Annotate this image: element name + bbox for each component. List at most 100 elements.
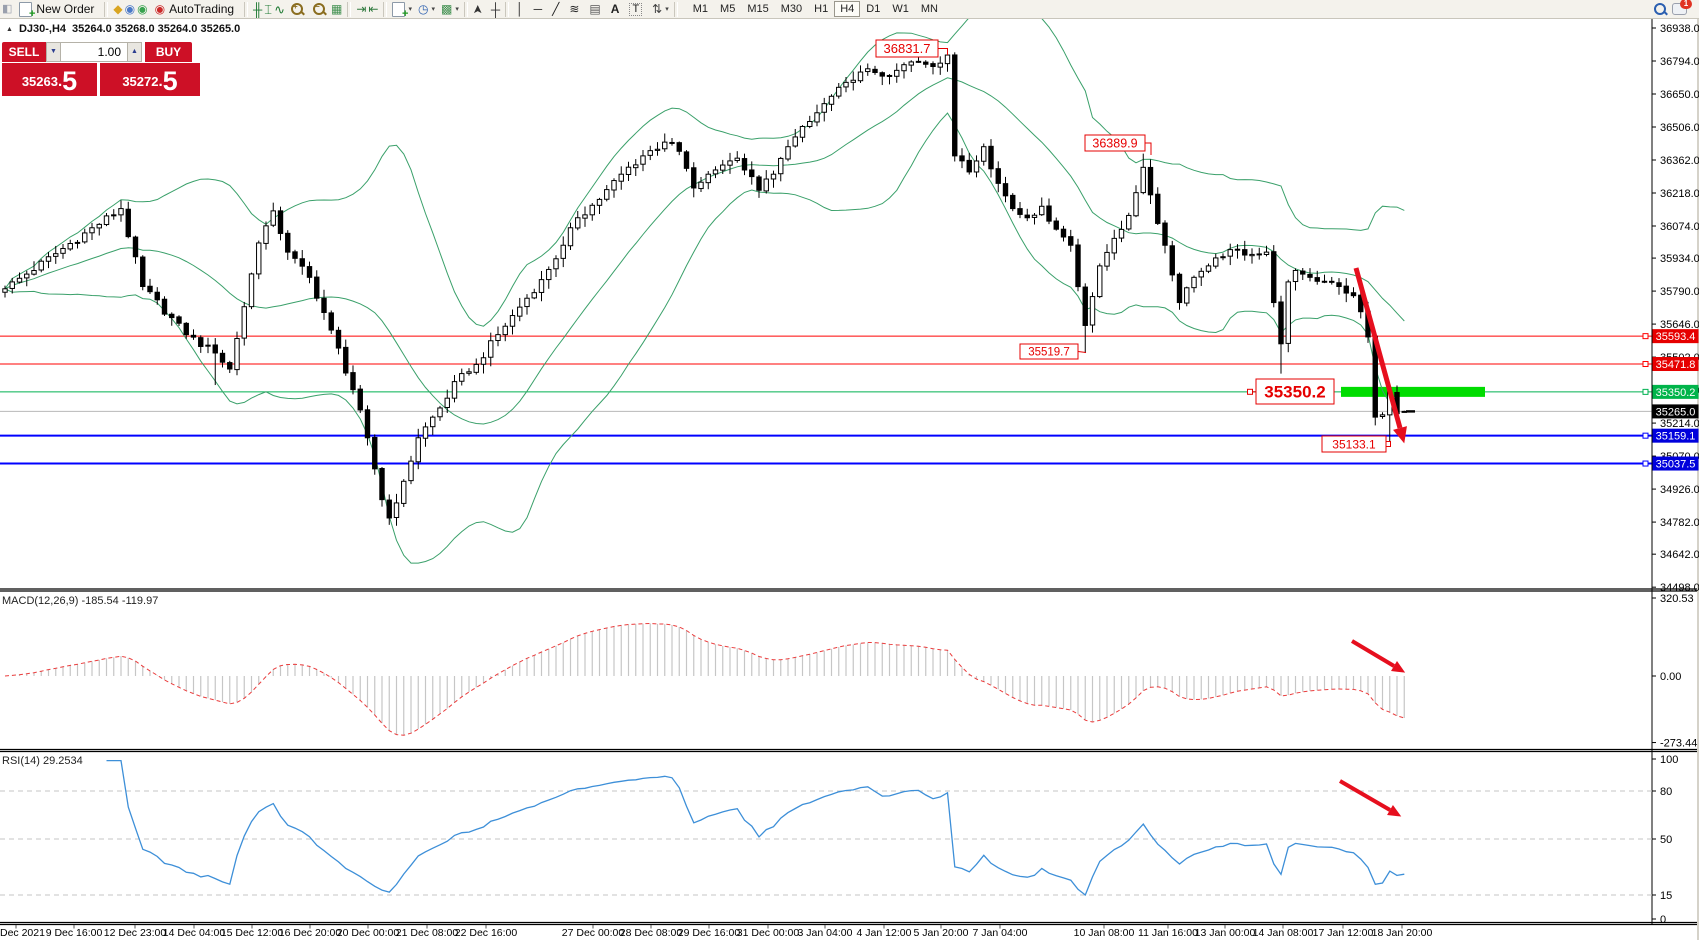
indicators-icon[interactable]: + [392, 1, 408, 20]
line-anchor-square[interactable] [1642, 388, 1649, 395]
svg-text:Dec 2021: Dec 2021 [0, 927, 45, 939]
svg-text:27 Dec 00:00: 27 Dec 00:00 [562, 927, 625, 939]
svg-text:35350.2: 35350.2 [1264, 383, 1325, 402]
price-label-box[interactable] [1084, 134, 1146, 152]
autotrading-button[interactable]: ◉ AutoTrading [150, 1, 239, 18]
sell-price-frac: 5 [62, 66, 78, 96]
svg-text:36794.0: 36794.0 [1660, 56, 1699, 68]
new-order-button[interactable]: + New Order [14, 1, 99, 20]
arrows-icon[interactable]: ⇅ [652, 1, 663, 16]
price-axis[interactable]: 36938.0 36794.0 36650.0 36506.0 36362.0 36218… [1652, 23, 1699, 594]
autotrading-label: AutoTrading [169, 2, 235, 16]
line-anchor-square[interactable] [1642, 460, 1649, 467]
timeframe-button-M5[interactable]: M5 [714, 1, 741, 17]
text-icon[interactable]: A [610, 1, 620, 16]
svg-text:35471.8: 35471.8 [1656, 359, 1696, 371]
svg-text:100: 100 [1660, 754, 1678, 766]
timeframe-button-M30[interactable]: M30 [775, 1, 808, 17]
volume-increase-button[interactable]: ▲ [127, 42, 142, 62]
line-chart-icon[interactable]: ∿ [274, 1, 285, 17]
axis-badge-35350.2 [1652, 384, 1699, 399]
buy-price[interactable]: 35272. 5 [100, 63, 200, 96]
toolbar-separator [505, 1, 510, 17]
timeframe-button-M1[interactable]: M1 [687, 1, 714, 17]
timeframe-button-W1[interactable]: W1 [886, 1, 915, 17]
line-anchor-square[interactable] [1642, 333, 1649, 340]
svg-text:29 Dec 16:00: 29 Dec 16:00 [678, 927, 741, 939]
bollinger-lower-band [4, 112, 1405, 564]
svg-text:35519.7: 35519.7 [1028, 347, 1070, 359]
toolbar-separator [104, 1, 109, 17]
zoom-in-icon[interactable]: + [290, 2, 303, 15]
toolbar-separator [463, 1, 468, 17]
chart-text-labels[interactable]: 36831.7 36389.9 35519.7 35350.2 35133.1 [875, 39, 1391, 453]
periods-icon[interactable]: ◷ [417, 1, 429, 16]
axis-badge-35037.5 [1652, 456, 1699, 471]
timeframe-button-D1[interactable]: D1 [860, 1, 886, 17]
timeframe-button-MN[interactable]: MN [915, 1, 944, 17]
bar-chart-icon[interactable]: ╫ [253, 1, 263, 17]
indicators-dropdown-icon[interactable]: ▾ [408, 6, 412, 13]
crosshair-icon[interactable]: ┼ [490, 1, 501, 17]
scripts-icon[interactable]: ◉ [137, 1, 148, 16]
sell-button[interactable]: SELL [2, 42, 46, 62]
candlestick-chart-icon[interactable]: ⌶ [264, 1, 273, 17]
price-label-box[interactable] [1321, 435, 1387, 453]
templates-dropdown-icon[interactable]: ▾ [455, 6, 459, 13]
chart-shift-icon[interactable]: ⇤ [368, 1, 379, 16]
zoom-out-icon[interactable]: − [312, 2, 325, 15]
volume-input[interactable] [61, 42, 127, 62]
price-label-box[interactable] [1019, 343, 1079, 360]
buy-button[interactable]: BUY [145, 42, 192, 62]
line-anchor-square[interactable] [1642, 432, 1649, 439]
bollinger-middle-band [4, 77, 1405, 425]
svg-text:5 Jan 20:00: 5 Jan 20:00 [914, 927, 969, 939]
timeframe-button-H1[interactable]: H1 [808, 1, 834, 17]
svg-text:16 Dec 20:00: 16 Dec 20:00 [279, 927, 342, 939]
svg-text:36362.0: 36362.0 [1660, 155, 1699, 167]
expert-advisors-icon[interactable]: ◉ [124, 1, 136, 16]
timeframe-button-H4[interactable]: H4 [834, 1, 861, 17]
label-connector [1145, 142, 1152, 155]
templates-icon[interactable]: ▩ [440, 1, 453, 16]
svg-text:13 Jan 00:00: 13 Jan 00:00 [1195, 927, 1256, 939]
svg-text:17 Jan 12:00: 17 Jan 12:00 [1313, 927, 1374, 939]
price-label-box[interactable] [875, 39, 939, 58]
auto-scroll-icon[interactable]: ⇥ [356, 1, 367, 16]
svg-text:4 Jan 12:00: 4 Jan 12:00 [857, 927, 912, 939]
svg-text:34926.0: 34926.0 [1660, 484, 1699, 496]
fibonacci-icon[interactable]: ≋ [569, 1, 580, 16]
cursor-icon[interactable]: ➤ [470, 3, 485, 15]
down-arrow-rsi[interactable] [1338, 779, 1402, 817]
search-icon[interactable] [1654, 3, 1666, 15]
sell-price[interactable]: 35263. 5 [2, 63, 97, 96]
new-order-icon: + [19, 1, 35, 20]
price-label-box[interactable] [1255, 378, 1335, 405]
svg-text:18 Jan 20:00: 18 Jan 20:00 [1372, 927, 1433, 939]
text-label-icon[interactable]: T [629, 2, 643, 16]
svg-text:36074.0: 36074.0 [1660, 221, 1699, 233]
toolbar-separator [673, 1, 678, 17]
tile-windows-icon[interactable]: ▦ [330, 1, 343, 16]
green-highlight-bar[interactable] [1341, 386, 1485, 397]
chart-window-icon[interactable]: ◆ [113, 1, 123, 16]
line-anchor-square[interactable] [1642, 361, 1649, 368]
horizontal-line-icon[interactable]: ─ [533, 1, 543, 16]
notifications-icon[interactable]: 1 [1672, 0, 1692, 15]
buy-price-main: 35272 [122, 74, 159, 89]
down-arrow-main[interactable] [1353, 267, 1407, 444]
channel-icon[interactable]: ▤ [589, 1, 601, 16]
volume-decrease-button[interactable]: ▼ [46, 42, 61, 62]
down-arrow-macd[interactable] [1350, 639, 1406, 673]
toolbar-separator [383, 1, 388, 17]
main-toolbar: ◧ + New Order ◆ ◉ ◉ ◉ AutoTrading ╫ ⌶ ∿ … [0, 0, 1699, 20]
timeframe-button-M15[interactable]: M15 [741, 1, 774, 17]
vertical-line-icon[interactable]: │ [516, 1, 524, 16]
arrows-dropdown-icon[interactable]: ▾ [665, 6, 669, 13]
rsi-line [106, 759, 1405, 897]
periods-dropdown-icon[interactable]: ▾ [431, 6, 435, 13]
trendline-icon[interactable]: ╱ [552, 1, 560, 16]
